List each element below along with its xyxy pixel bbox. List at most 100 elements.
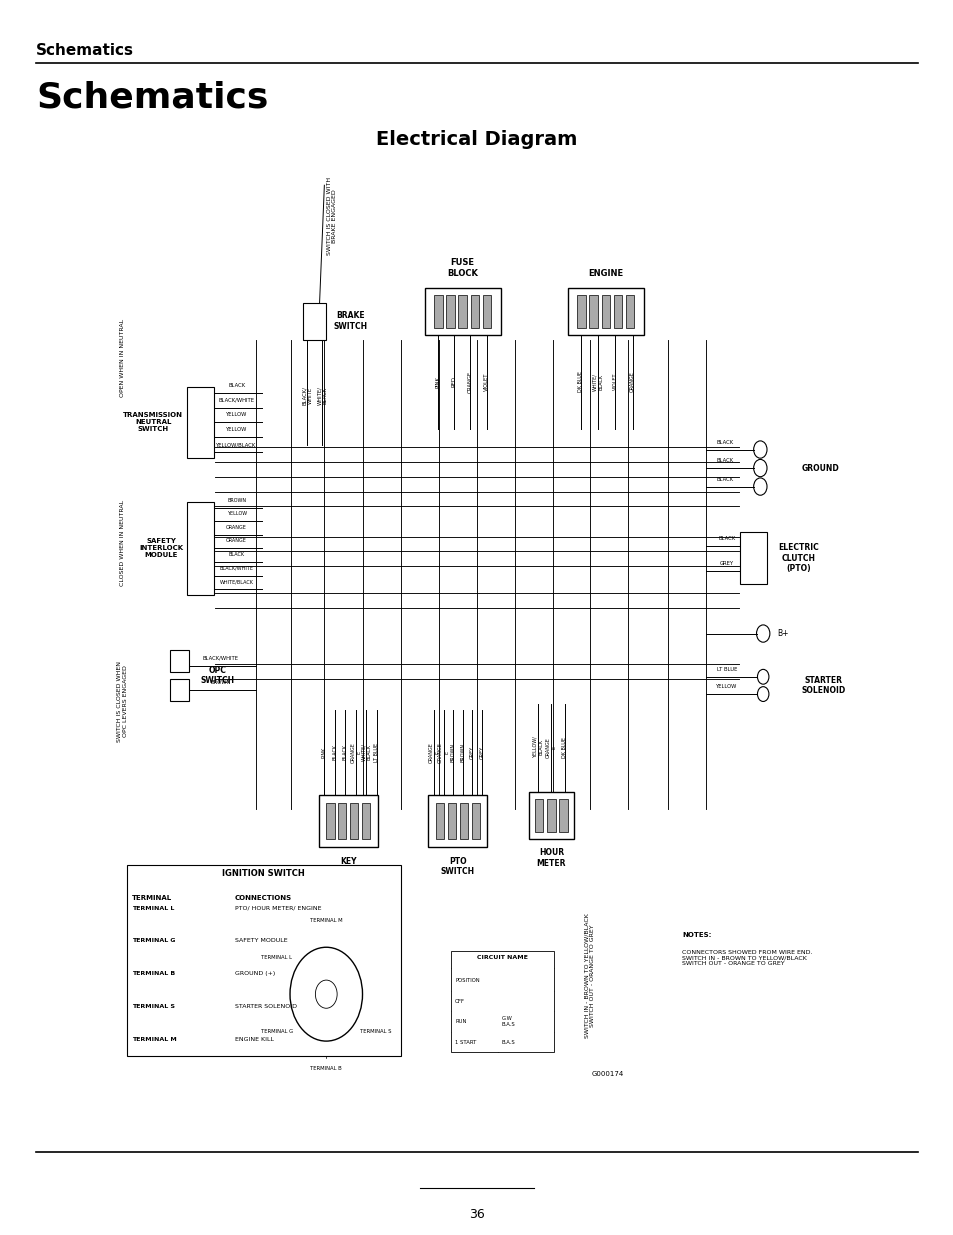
- Bar: [447, 803, 456, 840]
- Text: RUN: RUN: [455, 1019, 466, 1024]
- Text: BLACK/WHITE: BLACK/WHITE: [219, 566, 253, 571]
- Bar: [601, 295, 609, 327]
- Text: ORANGE
E: ORANGE E: [437, 742, 449, 762]
- Text: ORANGE
E: ORANGE E: [428, 742, 439, 762]
- Text: Schematics: Schematics: [36, 43, 134, 58]
- Text: SWITCH IS CLOSED WHEN
OPC LEVERS ENGAGED: SWITCH IS CLOSED WHEN OPC LEVERS ENGAGED: [116, 661, 128, 742]
- Text: ORANGE: ORANGE: [629, 372, 635, 391]
- Bar: [589, 295, 598, 327]
- Text: BLACK: BLACK: [716, 440, 733, 445]
- Text: GREY: GREY: [478, 746, 484, 758]
- Text: ORANGE: ORANGE: [226, 525, 247, 530]
- Bar: [451, 951, 554, 1052]
- Text: TERMINAL G: TERMINAL G: [260, 1029, 293, 1034]
- Text: 1 START: 1 START: [455, 1040, 476, 1045]
- Text: SWITCH IS CLOSED WITH
BRAKE ENGAGED: SWITCH IS CLOSED WITH BRAKE ENGAGED: [326, 177, 337, 256]
- Text: Electrical Diagram: Electrical Diagram: [375, 130, 578, 148]
- Text: ELECTRIC
CLUTCH
(PTO): ELECTRIC CLUTCH (PTO): [778, 543, 819, 573]
- Text: PINK: PINK: [321, 746, 327, 758]
- Text: VIOLET: VIOLET: [612, 373, 618, 390]
- Text: WHITE/
BLACK: WHITE/ BLACK: [360, 743, 372, 761]
- Text: HOUR
METER: HOUR METER: [537, 848, 565, 868]
- Text: RED: RED: [451, 377, 456, 387]
- Bar: [424, 288, 500, 335]
- Text: SWITCH IN - BROWN TO YELLOW/BLACK
SWITCH OUT - ORANGE TO GREY: SWITCH IN - BROWN TO YELLOW/BLACK SWITCH…: [583, 913, 595, 1039]
- Bar: [613, 295, 621, 327]
- Bar: [187, 387, 213, 458]
- Text: CONNECTIONS: CONNECTIONS: [234, 895, 292, 902]
- Text: OPEN WHEN IN NEUTRAL: OPEN WHEN IN NEUTRAL: [119, 319, 125, 398]
- Bar: [471, 803, 479, 840]
- Text: TERMINAL L: TERMINAL L: [261, 955, 292, 960]
- Bar: [170, 650, 189, 672]
- Text: BLACK/WHITE: BLACK/WHITE: [202, 656, 238, 661]
- Bar: [303, 303, 326, 340]
- Bar: [187, 501, 213, 594]
- Text: GROUND (+): GROUND (+): [234, 971, 274, 977]
- Text: GREY: GREY: [720, 561, 733, 566]
- Text: WHITE/
BLACK: WHITE/ BLACK: [592, 373, 603, 390]
- Text: ENGINE KILL: ENGINE KILL: [234, 1037, 274, 1042]
- Text: G.W
B.A.S: G.W B.A.S: [501, 1016, 515, 1028]
- Text: OFF: OFF: [455, 999, 464, 1004]
- Text: GROUND: GROUND: [801, 463, 839, 473]
- Text: YELLOW: YELLOW: [716, 684, 737, 689]
- Text: YELLOW: YELLOW: [226, 511, 247, 516]
- Text: BLACK: BLACK: [332, 743, 337, 761]
- Text: POSITION: POSITION: [455, 978, 479, 983]
- Text: IGNITION SWITCH: IGNITION SWITCH: [222, 869, 305, 878]
- Text: YELLOW: YELLOW: [226, 412, 247, 417]
- Text: BLACK: BLACK: [228, 383, 245, 388]
- Text: BROWN: BROWN: [450, 742, 456, 762]
- Text: ORANGE: ORANGE: [226, 538, 247, 543]
- Text: TERMINAL S: TERMINAL S: [132, 1004, 174, 1009]
- Text: KEY
SWITCH: KEY SWITCH: [331, 857, 365, 877]
- Text: TERMINAL L: TERMINAL L: [132, 905, 173, 910]
- Text: YELLOW/
BLACK: YELLOW/ BLACK: [532, 736, 543, 758]
- Bar: [170, 679, 189, 701]
- Bar: [361, 803, 370, 840]
- Text: PTO/ HOUR METER/ ENGINE: PTO/ HOUR METER/ ENGINE: [234, 905, 321, 910]
- Text: BRAKE
SWITCH: BRAKE SWITCH: [334, 311, 368, 331]
- Text: DK BLUE: DK BLUE: [578, 370, 583, 393]
- Text: TERMINAL S: TERMINAL S: [359, 1029, 391, 1034]
- Text: SAFETY MODULE: SAFETY MODULE: [234, 939, 287, 944]
- Text: TERMINAL: TERMINAL: [132, 895, 172, 902]
- Text: TERMINAL G: TERMINAL G: [132, 939, 175, 944]
- Text: ORANGE
E: ORANGE E: [545, 737, 557, 757]
- Bar: [470, 295, 478, 327]
- Bar: [434, 295, 442, 327]
- Text: ENGINE: ENGINE: [588, 269, 622, 278]
- Bar: [436, 803, 444, 840]
- Bar: [528, 792, 574, 839]
- Bar: [127, 864, 400, 1056]
- Text: BROWN: BROWN: [227, 498, 246, 503]
- Text: YELLOW: YELLOW: [226, 427, 247, 432]
- Text: BLACK: BLACK: [229, 552, 244, 557]
- Bar: [625, 295, 634, 327]
- Text: BLACK: BLACK: [716, 458, 733, 463]
- Text: BROWN: BROWN: [459, 742, 465, 762]
- Text: BLACK/WHITE: BLACK/WHITE: [218, 398, 254, 403]
- Text: TERMINAL B: TERMINAL B: [310, 1066, 342, 1071]
- Text: NOTES:: NOTES:: [681, 932, 711, 939]
- Text: WHITE/BLACK: WHITE/BLACK: [219, 579, 253, 584]
- Text: PINK: PINK: [435, 375, 440, 388]
- Bar: [547, 799, 555, 831]
- Text: GREY: GREY: [469, 746, 475, 758]
- Text: WHITE/
BLACK: WHITE/ BLACK: [316, 385, 328, 405]
- Text: Schematics: Schematics: [36, 80, 269, 115]
- Text: B.A.S: B.A.S: [501, 1040, 515, 1045]
- Bar: [337, 803, 346, 840]
- Text: TERMINAL B: TERMINAL B: [132, 971, 174, 977]
- Text: TERMINAL M: TERMINAL M: [132, 1037, 176, 1042]
- Text: CLOSED WHEN IN NEUTRAL: CLOSED WHEN IN NEUTRAL: [119, 500, 125, 587]
- Bar: [458, 295, 466, 327]
- Text: BLACK: BLACK: [718, 536, 735, 541]
- Text: TRANSMISSION
NEUTRAL
SWITCH: TRANSMISSION NEUTRAL SWITCH: [123, 412, 183, 432]
- Text: BLACK/
WHITE: BLACK/ WHITE: [301, 385, 313, 405]
- Bar: [326, 803, 335, 840]
- Bar: [428, 795, 487, 847]
- Text: BROWN: BROWN: [210, 680, 231, 685]
- Text: BLACK: BLACK: [716, 477, 733, 482]
